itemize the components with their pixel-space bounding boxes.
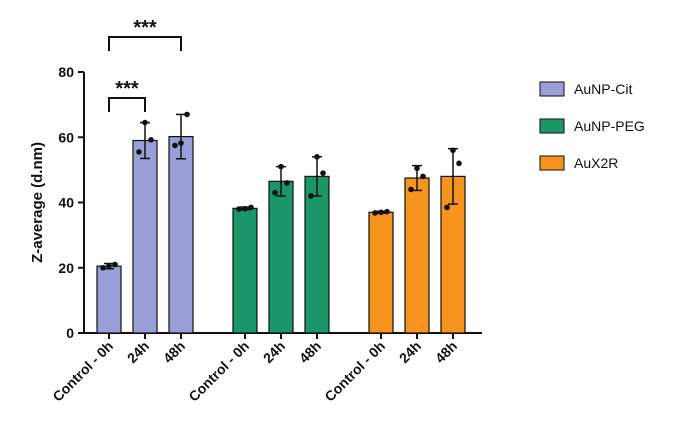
x-tick-label: Control - 0h — [185, 338, 252, 405]
bar — [132, 139, 158, 334]
data-point — [414, 165, 420, 172]
y-tick-label: 40 — [58, 195, 74, 211]
y-tick-label: 20 — [58, 260, 74, 276]
bar — [404, 177, 430, 334]
data-point — [420, 173, 426, 180]
x-tick-label: 24h — [124, 338, 152, 366]
x-tick-label: Control - 0h — [321, 338, 388, 405]
data-point — [408, 186, 414, 193]
data-point — [106, 262, 112, 269]
legend-label: AuNP-Cit — [574, 81, 632, 97]
data-point — [314, 154, 320, 160]
data-point — [384, 208, 390, 215]
x-tick-label: 48h — [296, 338, 324, 366]
significance-label: *** — [133, 17, 157, 39]
bar — [232, 207, 258, 334]
data-point — [248, 204, 254, 211]
data-point — [242, 205, 248, 212]
legend: AuNP-Cit AuNP-PEG AuX2R — [539, 81, 645, 171]
data-point — [444, 204, 450, 211]
y-tick-label: 0 — [66, 325, 74, 341]
legend-swatch — [539, 118, 565, 134]
data-point — [272, 189, 278, 196]
bar — [268, 180, 294, 334]
x-tick-label: Control - 0h — [49, 338, 116, 405]
data-point — [172, 142, 178, 149]
data-point — [142, 119, 148, 126]
y-axis-title: Z-average (d.nm) — [29, 142, 46, 263]
legend-swatch — [539, 155, 565, 171]
y-tick-label: 80 — [58, 64, 74, 80]
data-point — [456, 160, 462, 167]
x-tick-label: 48h — [432, 338, 460, 366]
data-point — [320, 170, 326, 176]
data-point — [178, 140, 184, 146]
significance-bracket — [108, 97, 146, 112]
legend-label: AuX2R — [574, 155, 618, 171]
data-point — [112, 261, 118, 268]
data-point — [100, 264, 106, 271]
y-tick-label: 60 — [58, 129, 74, 145]
bar — [96, 265, 122, 334]
data-point — [184, 111, 190, 118]
data-points — [100, 111, 462, 271]
legend-swatch — [539, 81, 565, 97]
data-point — [284, 180, 290, 186]
data-point — [278, 163, 284, 170]
bar — [304, 175, 330, 334]
x-tick-label: 24h — [260, 338, 288, 366]
significance-brackets: *** *** — [108, 17, 182, 112]
x-tick-label: 48h — [160, 338, 188, 366]
bar — [168, 135, 194, 334]
data-point — [236, 206, 242, 212]
data-point — [308, 193, 314, 199]
data-point — [372, 210, 378, 216]
data-point — [378, 209, 384, 216]
data-point — [136, 149, 142, 155]
legend-label: AuNP-PEG — [574, 118, 645, 134]
bar — [368, 211, 394, 334]
data-point — [148, 137, 154, 143]
significance-bracket — [108, 36, 182, 51]
significance-label: *** — [115, 78, 139, 100]
x-tick-label: 24h — [396, 338, 424, 366]
data-point — [450, 147, 456, 154]
